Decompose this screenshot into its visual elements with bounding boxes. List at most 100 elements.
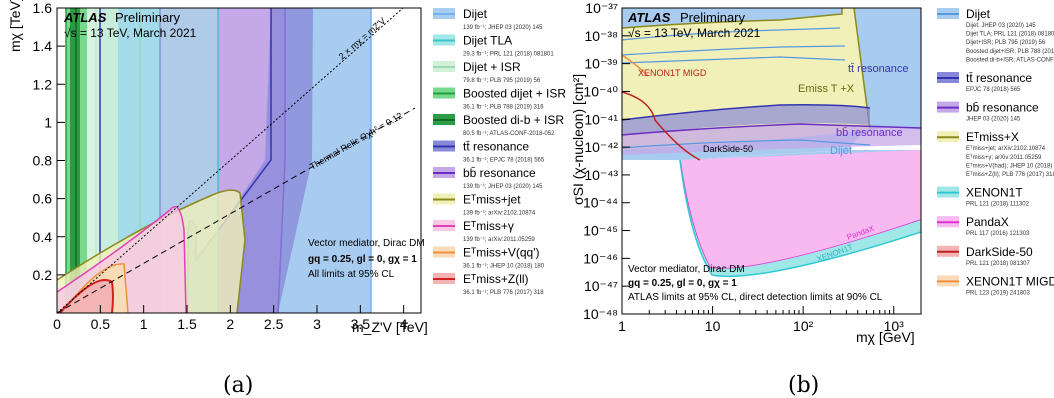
- legend-a-item-name: tt̄ resonance: [463, 140, 529, 154]
- panel-a-chart: 0 0.5 1 1.5 2 2.5 3 3.5 40.20.40.60.811.21.41.6 …: [7, 0, 428, 398]
- y-tick-label-b: 10⁻⁴¹: [584, 111, 618, 127]
- legend-b-item-ref: Eᵀmiss+V(had); JHEP 10 (2018) 180: [966, 162, 1054, 169]
- series-b-dijet-contour-1: [622, 27, 841, 41]
- note-b-line2: gq = 0.25, gl = 0, gχ = 1: [628, 278, 737, 289]
- note-a-line1: Vector mediator, Dirac DM: [308, 238, 425, 249]
- series-b-dijet-contour-3: [622, 56, 846, 64]
- y-axis-label-b: σSI (χ-nucleon) [cm²]: [570, 74, 586, 205]
- legend-b-item-name: Dijet: [966, 7, 991, 21]
- note-a-line2: gq = 0.25, gl = 0, gχ = 1: [308, 254, 417, 265]
- legend-b-item-ref: PRL 123 (2019) 241803: [966, 290, 1030, 296]
- legend-a-item-ref: 139 fb⁻¹; JHEP 03 (2020) 145: [463, 184, 543, 190]
- preliminary-label-a: Preliminary: [115, 10, 181, 25]
- series-b-dijet-contour-4: [622, 139, 871, 149]
- legend-b-item-ref: Dijet+ISR; PLB 795 (2019) 56: [966, 40, 1046, 46]
- x-tick-label-a: 1: [140, 316, 148, 332]
- legend-b-item-ref: Eᵀmiss+jet; arXiv:2102.10874: [966, 145, 1046, 152]
- y-tick-label-a: 1: [44, 114, 52, 130]
- x-tick-label-b: 1: [618, 318, 626, 334]
- legend-a-item-ref: 36.1 fb⁻¹; EPJC 78 (2018) 565: [463, 158, 545, 164]
- note-a-line3: All limits at 95% CL: [308, 269, 395, 280]
- legend-b-item-name: tt̄ resonance: [966, 71, 1032, 85]
- axis-ticks-b: 1 10 10² 10³ 10⁻³⁷ 10⁻³⁸ 10⁻³⁹ 10⁻⁴⁰ 10⁻⁴¹ 10⁻⁴² 1…: [583, 0, 904, 334]
- y-tick-label-a: 0.4: [33, 229, 53, 245]
- legend-b-item-ref: EPJC 78 (2018) 565: [966, 87, 1021, 93]
- atlas-label-a: ATLAS: [63, 10, 107, 25]
- y-tick-label-a: 0.8: [33, 153, 53, 169]
- legend-a-item-ref: 29.3 fb⁻¹; PRL 121 (2018) 081801: [463, 52, 554, 58]
- legend-a-item-ref: 36.1 fb⁻¹; PLB 788 (2019) 316: [463, 105, 544, 111]
- label-b-tt: tt̄ resonance: [848, 63, 909, 75]
- x-tick-label-b: 10³: [884, 318, 905, 334]
- caption-a: (a): [223, 373, 253, 398]
- legend-b-item-name: Eᵀmiss+X: [966, 130, 1019, 144]
- x-axis-label-a: m_Z'V [TeV]: [352, 319, 428, 335]
- y-tick-label-b: 10⁻⁴⁵: [583, 223, 618, 239]
- legend-b-item-ref: PRL 117 (2016) 121303: [966, 231, 1030, 237]
- series-boosted-dib-fill: [70, 8, 80, 313]
- legend-a: Dijet 139 fb⁻¹; JHEP 03 (2020) 145 Dijet T…: [433, 7, 566, 296]
- legend-b-item-ref: Boosted dijet+ISR; PLB 788 (2019) 316: [966, 49, 1054, 55]
- y-tick-label-b: 10⁻⁴⁴: [583, 195, 618, 211]
- series-isr-fill: [87, 8, 118, 313]
- legend-b-item-ref: Eᵀmiss+γ; arXiv:2011.05259: [966, 154, 1042, 161]
- legend-b-item-ref: Dijet TLA; PRL 121 (2018) 081801: [966, 32, 1054, 38]
- x-tick-label-a: 0.5: [91, 316, 111, 332]
- series-b-tt-boundary: [622, 104, 871, 121]
- legend-a-item-name: Dijet + ISR: [463, 60, 521, 74]
- caption-b: (b): [788, 373, 819, 398]
- plot-frame-b: [621, 7, 922, 315]
- relic-density-line: [57, 107, 416, 313]
- legend-b-item-ref: Boosted di-b+ISR; ATLAS-CONF-2018-052: [966, 57, 1054, 63]
- legend-a-item-ref: 79.8 fb⁻¹; PLB 795 (2019) 56: [463, 78, 541, 84]
- x-axis-label-b: mχ [GeV]: [856, 329, 915, 345]
- legend-b: Dijet Dijet: JHEP 03 (2020) 145 Dijet TLA;…: [937, 7, 1054, 296]
- legend-a-item-ref: 80.5 fb⁻¹; ATLAS-CONF-2018-052: [463, 131, 555, 137]
- legend-b-item-ref: Dijet: JHEP 03 (2020) 145: [966, 23, 1036, 29]
- series-metgamma-boundary: [57, 206, 187, 313]
- y-tick-label-b: 10⁻⁴³: [584, 167, 618, 183]
- legend-a-item-name: bb̄ resonance: [463, 166, 536, 180]
- series-b-xenon-fill: [680, 160, 921, 277]
- y-axis-label-a: mχ [TeV]: [7, 0, 23, 52]
- y-tick-label-b: 10⁻³⁷: [585, 0, 618, 16]
- legend-a-item-name: Eᵀmiss+jet: [463, 193, 521, 207]
- energy-label-b: √s = 13 TeV, March 2021: [628, 26, 761, 40]
- y-tick-label-b: 10⁻⁴²: [584, 139, 618, 155]
- legend-a-item-ref: 36.1 fb⁻¹; PLB 776 (2017) 318: [463, 290, 544, 296]
- y-tick-label-a: 1.6: [33, 0, 53, 16]
- legend-b-item-name: XENON1T MIGD: [966, 274, 1054, 288]
- y-tick-label-b: 10⁻⁴⁰: [583, 83, 618, 99]
- x-tick-label-b: 10²: [793, 318, 814, 334]
- kinematic-limit-line: [57, 8, 404, 313]
- series-b-tt-fill: [622, 104, 870, 135]
- legend-b-item-name: XENON1T: [966, 186, 1023, 200]
- legend-a-item-name: Eᵀmiss+γ: [463, 219, 514, 233]
- legend-a-item-name: Eᵀmiss+V(qq'): [463, 246, 540, 260]
- series-b-bb-boundary: [622, 123, 921, 136]
- y-tick-label-b: 10⁻³⁸: [584, 28, 618, 44]
- label-b-darkside: DarkSide-50: [703, 144, 753, 154]
- label-b-met: Emiss T +X: [798, 83, 855, 95]
- legend-a-item-name: Dijet TLA: [463, 34, 512, 48]
- y-tick-label-b: 10⁻⁴⁸: [583, 306, 618, 322]
- y-tick-label-a: 1.4: [33, 38, 53, 54]
- label-b-migd: XENON1T MIGD: [638, 68, 707, 78]
- x-tick-label-a: 4: [400, 316, 408, 332]
- panel-b-chart: 1 10 10² 10³ 10⁻³⁷ 10⁻³⁸ 10⁻³⁹ 10⁻⁴⁰ 10⁻⁴¹ 10⁻⁴² 1…: [570, 0, 922, 398]
- x-tick-label-b: 10: [705, 318, 721, 334]
- legend-b-item-name: bb̄ resonance: [966, 101, 1039, 115]
- series-b-migd-boundary: [622, 54, 649, 77]
- x-tick-label-a: 2: [226, 316, 234, 332]
- y-tick-label-b: 10⁻⁴⁷: [584, 278, 618, 294]
- legend-a-item-ref: 36.1 fb⁻¹; JHEP 10 (2018) 180: [463, 264, 545, 270]
- series-b-xenon-boundary: [679, 159, 921, 278]
- x-tick-label-a: 3: [313, 316, 321, 332]
- legend-b-item-ref: JHEP 03 (2020) 145: [966, 117, 1021, 123]
- label-b-dijet: Dijet: [830, 145, 852, 157]
- label-b-bb: bb̄ resonance: [836, 126, 903, 139]
- series-b-darkside-boundary: [622, 91, 701, 161]
- y-tick-label-a: 0.6: [33, 191, 53, 207]
- preliminary-label-b: Preliminary: [680, 10, 746, 25]
- legend-a-item-name: Dijet: [463, 7, 488, 21]
